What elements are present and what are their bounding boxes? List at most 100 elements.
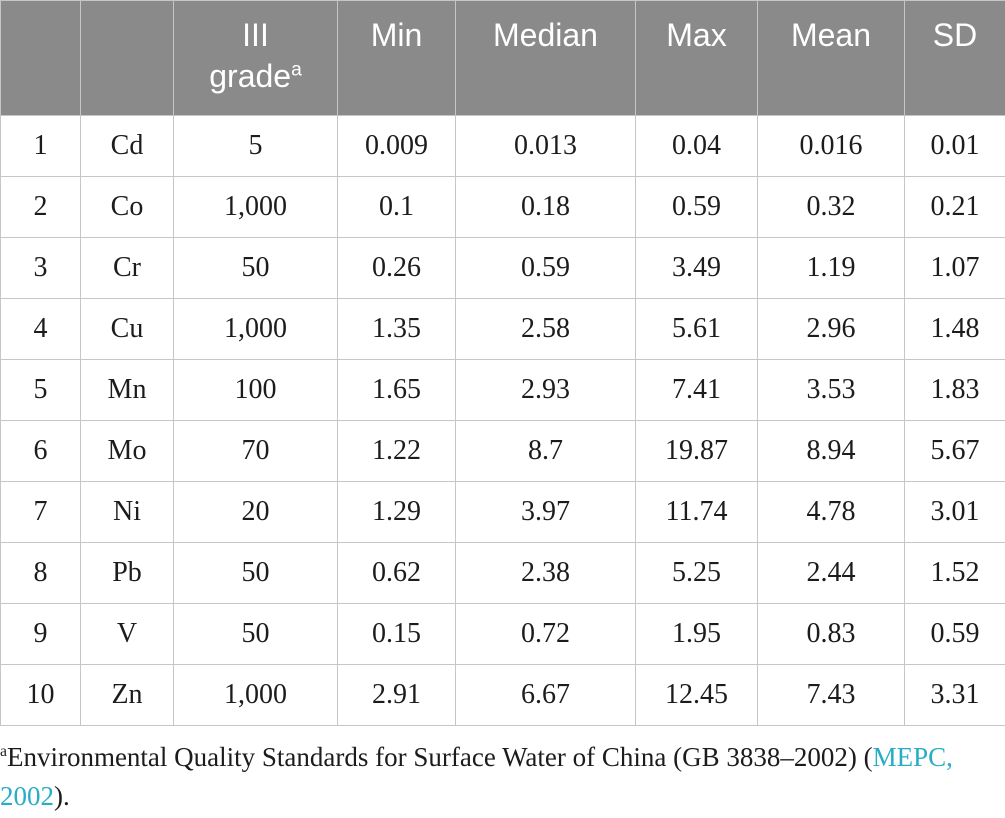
cell-median: 0.18 bbox=[455, 176, 636, 238]
header-cell-element bbox=[80, 0, 174, 116]
cell-sd: 1.83 bbox=[904, 359, 1005, 421]
cell-mean: 0.016 bbox=[757, 115, 905, 177]
cell-median: 3.97 bbox=[455, 481, 636, 543]
cell-max: 0.59 bbox=[635, 176, 758, 238]
header-cell-min: Min bbox=[337, 0, 456, 116]
metal-statistics-table: III gradea Min Median Max Mean SD 1 Cd 5 0.0… bbox=[0, 0, 1005, 726]
cell-sd: 3.01 bbox=[904, 481, 1005, 543]
cell-grade: 1,000 bbox=[173, 298, 338, 360]
cell-min: 2.91 bbox=[337, 664, 456, 726]
table-row: 5 Mn 100 1.65 2.93 7.41 3.53 1.83 bbox=[0, 359, 1005, 421]
cell-mean: 4.78 bbox=[757, 481, 905, 543]
cell-mean: 0.83 bbox=[757, 603, 905, 665]
cell-num: 9 bbox=[0, 603, 81, 665]
cell-element: Pb bbox=[80, 542, 174, 604]
cell-sd: 1.52 bbox=[904, 542, 1005, 604]
cell-num: 8 bbox=[0, 542, 81, 604]
cell-median: 2.58 bbox=[455, 298, 636, 360]
cell-sd: 1.48 bbox=[904, 298, 1005, 360]
cell-grade: 70 bbox=[173, 420, 338, 482]
cell-element: Ni bbox=[80, 481, 174, 543]
cell-mean: 1.19 bbox=[757, 237, 905, 299]
cell-min: 1.65 bbox=[337, 359, 456, 421]
header-cell-mean: Mean bbox=[757, 0, 905, 116]
cell-element: V bbox=[80, 603, 174, 665]
cell-element: Cd bbox=[80, 115, 174, 177]
footnote-marker: a bbox=[0, 743, 7, 760]
table-row: 4 Cu 1,000 1.35 2.58 5.61 2.96 1.48 bbox=[0, 298, 1005, 360]
cell-max: 5.61 bbox=[635, 298, 758, 360]
citation-link[interactable]: MEPC, 2002 bbox=[0, 742, 953, 812]
cell-num: 10 bbox=[0, 664, 81, 726]
footnote: aEnvironmental Quality Standards for Sur… bbox=[0, 738, 1005, 816]
cell-median: 2.93 bbox=[455, 359, 636, 421]
table-row: 2 Co 1,000 0.1 0.18 0.59 0.32 0.21 bbox=[0, 176, 1005, 238]
cell-mean: 0.32 bbox=[757, 176, 905, 238]
cell-min: 1.29 bbox=[337, 481, 456, 543]
cell-num: 5 bbox=[0, 359, 81, 421]
cell-median: 0.72 bbox=[455, 603, 636, 665]
grade-header-line2: grade bbox=[209, 57, 292, 94]
cell-element: Zn bbox=[80, 664, 174, 726]
cell-sd: 0.01 bbox=[904, 115, 1005, 177]
cell-element: Co bbox=[80, 176, 174, 238]
cell-median: 8.7 bbox=[455, 420, 636, 482]
table-row: 3 Cr 50 0.26 0.59 3.49 1.19 1.07 bbox=[0, 237, 1005, 299]
cell-grade: 100 bbox=[173, 359, 338, 421]
cell-mean: 2.96 bbox=[757, 298, 905, 360]
cell-sd: 1.07 bbox=[904, 237, 1005, 299]
header-cell-grade: III gradea bbox=[173, 0, 338, 116]
cell-grade: 50 bbox=[173, 237, 338, 299]
cell-sd: 5.67 bbox=[904, 420, 1005, 482]
cell-mean: 2.44 bbox=[757, 542, 905, 604]
header-cell-index bbox=[0, 0, 81, 116]
cell-max: 7.41 bbox=[635, 359, 758, 421]
cell-mean: 3.53 bbox=[757, 359, 905, 421]
cell-grade: 50 bbox=[173, 542, 338, 604]
cell-element: Cu bbox=[80, 298, 174, 360]
table-row: 1 Cd 5 0.009 0.013 0.04 0.016 0.01 bbox=[0, 115, 1005, 177]
header-cell-sd: SD bbox=[904, 0, 1005, 116]
cell-grade: 50 bbox=[173, 603, 338, 665]
cell-min: 0.1 bbox=[337, 176, 456, 238]
cell-min: 0.009 bbox=[337, 115, 456, 177]
cell-max: 3.49 bbox=[635, 237, 758, 299]
header-cell-max: Max bbox=[635, 0, 758, 116]
cell-max: 12.45 bbox=[635, 664, 758, 726]
cell-min: 1.22 bbox=[337, 420, 456, 482]
cell-sd: 0.59 bbox=[904, 603, 1005, 665]
cell-min: 0.15 bbox=[337, 603, 456, 665]
cell-num: 1 bbox=[0, 115, 81, 177]
cell-grade: 5 bbox=[173, 115, 338, 177]
cell-max: 1.95 bbox=[635, 603, 758, 665]
cell-num: 4 bbox=[0, 298, 81, 360]
footnote-text-before: Environmental Quality Standards for Surf… bbox=[6, 742, 873, 772]
cell-min: 0.62 bbox=[337, 542, 456, 604]
table-row: 10 Zn 1,000 2.91 6.67 12.45 7.43 3.31 bbox=[0, 664, 1005, 726]
cell-element: Mo bbox=[80, 420, 174, 482]
header-cell-median: Median bbox=[455, 0, 636, 116]
cell-median: 0.013 bbox=[455, 115, 636, 177]
table-row: 9 V 50 0.15 0.72 1.95 0.83 0.59 bbox=[0, 603, 1005, 665]
grade-header-superscript: a bbox=[291, 59, 302, 81]
cell-element: Cr bbox=[80, 237, 174, 299]
table-row: 6 Mo 70 1.22 8.7 19.87 8.94 5.67 bbox=[0, 420, 1005, 482]
cell-max: 19.87 bbox=[635, 420, 758, 482]
cell-num: 3 bbox=[0, 237, 81, 299]
table-body: 1 Cd 5 0.009 0.013 0.04 0.016 0.01 2 Co 1,000 0.1 0.… bbox=[0, 115, 1005, 726]
cell-min: 0.26 bbox=[337, 237, 456, 299]
cell-median: 2.38 bbox=[455, 542, 636, 604]
header-row: III gradea Min Median Max Mean SD bbox=[0, 0, 1005, 116]
cell-sd: 3.31 bbox=[904, 664, 1005, 726]
cell-max: 0.04 bbox=[635, 115, 758, 177]
cell-grade: 1,000 bbox=[173, 664, 338, 726]
cell-grade: 20 bbox=[173, 481, 338, 543]
cell-sd: 0.21 bbox=[904, 176, 1005, 238]
cell-max: 5.25 bbox=[635, 542, 758, 604]
cell-num: 6 bbox=[0, 420, 81, 482]
cell-max: 11.74 bbox=[635, 481, 758, 543]
cell-median: 0.59 bbox=[455, 237, 636, 299]
cell-median: 6.67 bbox=[455, 664, 636, 726]
cell-grade: 1,000 bbox=[173, 176, 338, 238]
